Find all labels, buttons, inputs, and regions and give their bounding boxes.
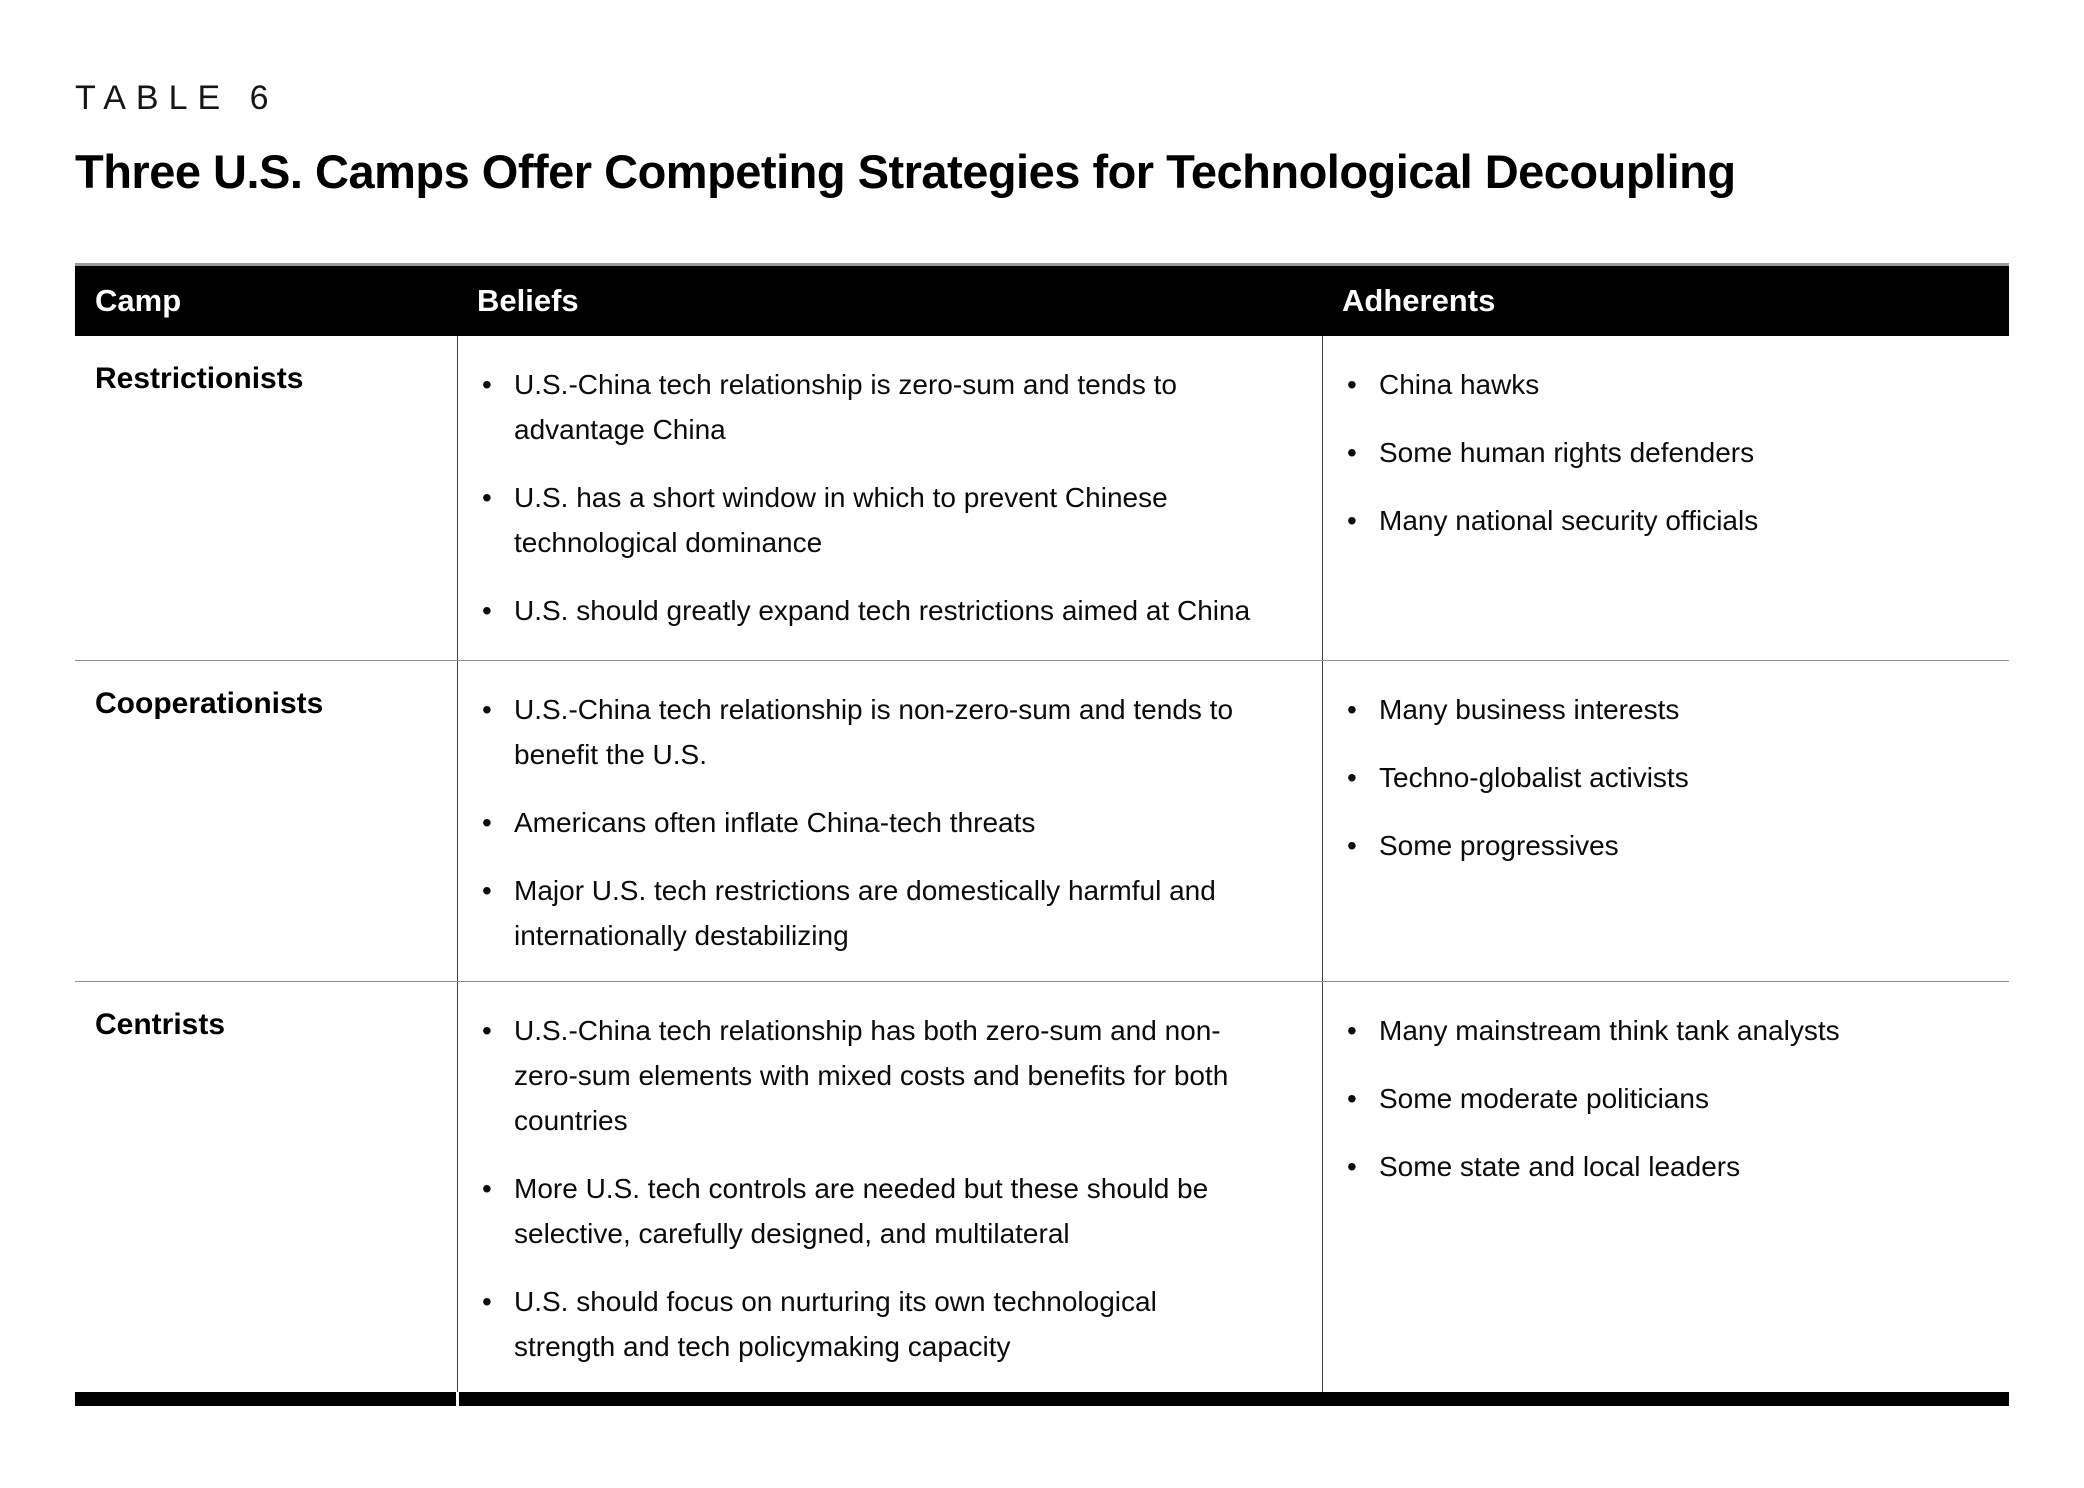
list-item: • Major U.S. tech restrictions are domes… bbox=[482, 868, 1262, 958]
bottom-border-gap bbox=[456, 1392, 459, 1406]
list-item: • Some progressives bbox=[1347, 823, 2009, 868]
bullet-icon: • bbox=[482, 1015, 492, 1046]
table-label: TABLE 6 bbox=[75, 79, 279, 117]
adherents-cell: • China hawks • Some human rights defend… bbox=[1322, 336, 2009, 660]
list-item: • Some human rights defenders bbox=[1347, 430, 2009, 475]
list-item: • Techno-globalist activists bbox=[1347, 755, 2009, 800]
belief-text: U.S.-China tech relationship has both ze… bbox=[514, 1015, 1229, 1136]
list-item: • U.S.-China tech relationship is non-ze… bbox=[482, 687, 1262, 777]
table-row: Centrists • U.S.-China tech relationship… bbox=[75, 981, 2009, 1392]
beliefs-list: • U.S.-China tech relationship has both … bbox=[458, 1008, 1322, 1369]
list-item: • Many national security officials bbox=[1347, 498, 2009, 543]
belief-text: U.S. has a short window in which to prev… bbox=[514, 482, 1168, 558]
bullet-icon: • bbox=[1347, 1151, 1357, 1182]
adherent-text: Many national security officials bbox=[1379, 505, 1759, 536]
adherent-text: China hawks bbox=[1379, 369, 1540, 400]
table-row: Restrictionists • U.S.-China tech relati… bbox=[75, 336, 2009, 660]
list-item: • U.S. has a short window in which to pr… bbox=[482, 475, 1262, 565]
belief-text: More U.S. tech controls are needed but t… bbox=[514, 1173, 1209, 1249]
bullet-icon: • bbox=[482, 694, 492, 725]
bottom-border-segment-left bbox=[75, 1392, 456, 1406]
adherent-text: Some state and local leaders bbox=[1379, 1151, 1741, 1182]
adherent-text: Techno-globalist activists bbox=[1379, 762, 1689, 793]
bottom-border-segment-right bbox=[459, 1392, 2009, 1406]
bullet-icon: • bbox=[482, 875, 492, 906]
adherents-list: • Many business interests • Techno-globa… bbox=[1323, 687, 2009, 868]
bullet-icon: • bbox=[1347, 694, 1357, 725]
belief-text: U.S.-China tech relationship is zero-sum… bbox=[514, 369, 1177, 445]
camp-cell: Restrictionists bbox=[75, 336, 457, 660]
list-item: • Some state and local leaders bbox=[1347, 1144, 2009, 1189]
belief-text: U.S. should greatly expand tech restrict… bbox=[514, 595, 1251, 626]
belief-text: U.S. should focus on nurturing its own t… bbox=[514, 1286, 1157, 1362]
adherent-text: Many business interests bbox=[1379, 694, 1680, 725]
bullet-icon: • bbox=[1347, 369, 1357, 400]
beliefs-cell: • U.S.-China tech relationship has both … bbox=[457, 982, 1322, 1392]
camp-cell: Cooperationists bbox=[75, 661, 457, 981]
adherents-cell: • Many mainstream think tank analysts • … bbox=[1322, 982, 2009, 1392]
bullet-icon: • bbox=[1347, 505, 1357, 536]
table-row: Cooperationists • U.S.-China tech relati… bbox=[75, 660, 2009, 981]
bullet-icon: • bbox=[482, 369, 492, 400]
bullet-icon: • bbox=[482, 595, 492, 626]
belief-text: Americans often inflate China-tech threa… bbox=[514, 807, 1036, 838]
belief-text: Major U.S. tech restrictions are domesti… bbox=[514, 875, 1216, 951]
list-item: • U.S. should focus on nurturing its own… bbox=[482, 1279, 1262, 1369]
adherent-text: Some moderate politicians bbox=[1379, 1083, 1709, 1114]
list-item: • More U.S. tech controls are needed but… bbox=[482, 1166, 1262, 1256]
adherents-list: • China hawks • Some human rights defend… bbox=[1323, 362, 2009, 543]
bullet-icon: • bbox=[1347, 830, 1357, 861]
beliefs-list: • U.S.-China tech relationship is zero-s… bbox=[458, 362, 1322, 633]
list-item: • U.S. should greatly expand tech restri… bbox=[482, 588, 1262, 633]
adherent-text: Some human rights defenders bbox=[1379, 437, 1755, 468]
bullet-icon: • bbox=[482, 1173, 492, 1204]
camp-cell: Centrists bbox=[75, 982, 457, 1392]
page: TABLE 6 Three U.S. Camps Offer Competing… bbox=[75, 80, 2009, 1406]
adherents-list: • Many mainstream think tank analysts • … bbox=[1323, 1008, 2009, 1189]
bullet-icon: • bbox=[1347, 437, 1357, 468]
camp-name: Restrictionists bbox=[95, 362, 304, 395]
bullet-icon: • bbox=[482, 1286, 492, 1317]
list-item: • Many business interests bbox=[1347, 687, 2009, 732]
column-header-adherents: Adherents bbox=[1342, 283, 1496, 318]
list-item: • Americans often inflate China-tech thr… bbox=[482, 800, 1262, 845]
list-item: • China hawks bbox=[1347, 362, 2009, 407]
list-item: • U.S.-China tech relationship is zero-s… bbox=[482, 362, 1262, 452]
camps-table: Camp Beliefs Adherents Restrictionists •… bbox=[75, 263, 2009, 1406]
belief-text: U.S.-China tech relationship is non-zero… bbox=[514, 694, 1234, 770]
table-header-row: Camp Beliefs Adherents bbox=[75, 266, 2009, 336]
column-header-beliefs: Beliefs bbox=[477, 283, 579, 318]
camp-name: Centrists bbox=[95, 1008, 226, 1041]
adherent-text: Many mainstream think tank analysts bbox=[1379, 1015, 1840, 1046]
column-header-camp: Camp bbox=[95, 283, 182, 318]
beliefs-list: • U.S.-China tech relationship is non-ze… bbox=[458, 687, 1322, 958]
list-item: • Many mainstream think tank analysts bbox=[1347, 1008, 2009, 1053]
camp-name: Cooperationists bbox=[95, 687, 324, 720]
bullet-icon: • bbox=[1347, 1083, 1357, 1114]
bullet-icon: • bbox=[1347, 1015, 1357, 1046]
table-title: Three U.S. Camps Offer Competing Strateg… bbox=[75, 145, 1736, 198]
bullet-icon: • bbox=[482, 807, 492, 838]
list-item: • U.S.-China tech relationship has both … bbox=[482, 1008, 1262, 1143]
bullet-icon: • bbox=[1347, 762, 1357, 793]
adherents-cell: • Many business interests • Techno-globa… bbox=[1322, 661, 2009, 981]
beliefs-cell: • U.S.-China tech relationship is non-ze… bbox=[457, 661, 1322, 981]
adherent-text: Some progressives bbox=[1379, 830, 1619, 861]
table-bottom-border bbox=[75, 1392, 2009, 1406]
list-item: • Some moderate politicians bbox=[1347, 1076, 2009, 1121]
beliefs-cell: • U.S.-China tech relationship is zero-s… bbox=[457, 336, 1322, 660]
bullet-icon: • bbox=[482, 482, 492, 513]
